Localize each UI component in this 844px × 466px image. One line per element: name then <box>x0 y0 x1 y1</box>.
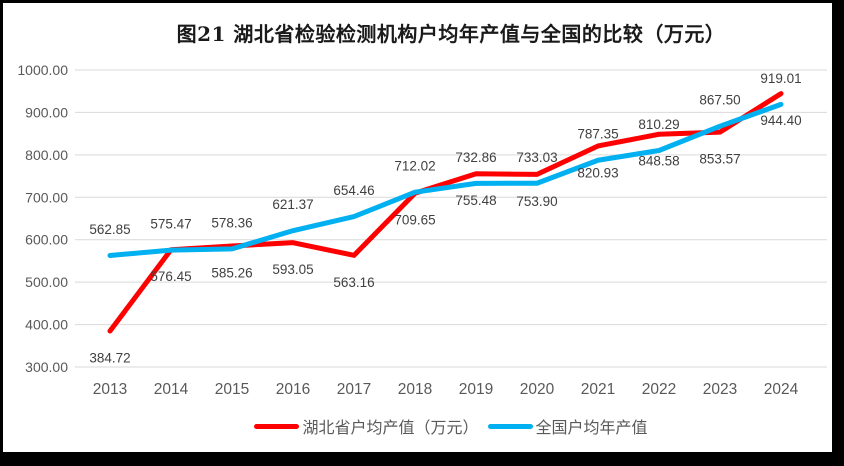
data-label-national: 733.03 <box>516 150 557 165</box>
x-axis-tick-label: 2013 <box>93 381 127 398</box>
data-label-hubei: 593.05 <box>272 262 313 277</box>
data-label-hubei: 753.90 <box>516 194 557 209</box>
hubei-line-swatch <box>254 423 300 429</box>
series-line-national <box>107 101 784 258</box>
x-axis-tick-label: 2021 <box>581 381 615 398</box>
y-axis-tick-label: 500.00 <box>25 274 68 290</box>
y-axis-tick-label: 900.00 <box>25 104 68 120</box>
x-axis-tick-label: 2024 <box>764 381 799 398</box>
data-label-national: 578.36 <box>211 215 252 230</box>
legend-label-hubei: 湖北省户均产值（万元） <box>302 420 479 437</box>
data-label-hubei: 848.58 <box>638 154 679 169</box>
data-label-national: 712.02 <box>394 159 435 174</box>
data-label-national: 919.01 <box>760 71 801 86</box>
data-label-national: 787.35 <box>577 127 618 142</box>
chart-title: 图21 湖北省检验检测机构户均年产值与全国的比较（万元） <box>176 22 726 46</box>
data-label-hubei: 563.16 <box>333 275 374 290</box>
national-line-swatch <box>487 423 533 429</box>
y-axis-tick-label: 700.00 <box>25 189 68 205</box>
legend-item-hubei: 湖北省户均产值（万元） <box>254 414 479 438</box>
data-label-national: 810.29 <box>638 117 679 132</box>
legend-item-national: 全国户均年产值 <box>487 414 648 438</box>
data-label-national: 867.50 <box>699 93 740 108</box>
data-label-hubei: 585.26 <box>211 265 252 280</box>
y-axis-tick-label: 800.00 <box>25 147 68 163</box>
y-axis-tick-label: 1000.00 <box>17 62 68 78</box>
legend-label-national: 全国户均年产值 <box>535 420 648 437</box>
x-axis-tick-label: 2022 <box>642 381 676 398</box>
data-label-national: 654.46 <box>333 183 374 198</box>
data-label-hubei: 755.48 <box>455 193 496 208</box>
data-label-hubei: 384.72 <box>89 351 130 366</box>
data-label-hubei: 820.93 <box>577 165 618 180</box>
data-label-hubei: 944.40 <box>760 113 801 128</box>
x-axis-tick-label: 2020 <box>520 381 555 398</box>
data-label-national: 732.86 <box>455 150 496 165</box>
x-axis-tick-label: 2016 <box>276 381 310 398</box>
x-axis-tick-label: 2014 <box>154 381 189 398</box>
data-label-national: 562.85 <box>89 222 130 237</box>
x-axis-tick-label: 2019 <box>459 381 493 398</box>
x-axis-tick-label: 2023 <box>703 381 737 398</box>
y-axis-tick-label: 600.00 <box>25 232 68 248</box>
data-label-national: 575.47 <box>150 217 191 232</box>
x-axis-tick-label: 2017 <box>337 381 371 398</box>
y-axis-tick-label: 400.00 <box>25 317 68 333</box>
data-label-national: 621.37 <box>272 197 313 212</box>
data-label-hubei: 853.57 <box>699 152 740 167</box>
legend: 湖北省户均产值（万元） 全国户均年产值 <box>75 414 827 438</box>
data-label-hubei: 576.45 <box>150 269 191 284</box>
y-axis-tick-label: 300.00 <box>25 359 68 375</box>
x-axis-tick-label: 2015 <box>215 381 249 398</box>
series-line-hubei <box>107 91 784 334</box>
data-label-hubei: 709.65 <box>394 213 435 228</box>
x-axis-tick-label: 2018 <box>398 381 432 398</box>
